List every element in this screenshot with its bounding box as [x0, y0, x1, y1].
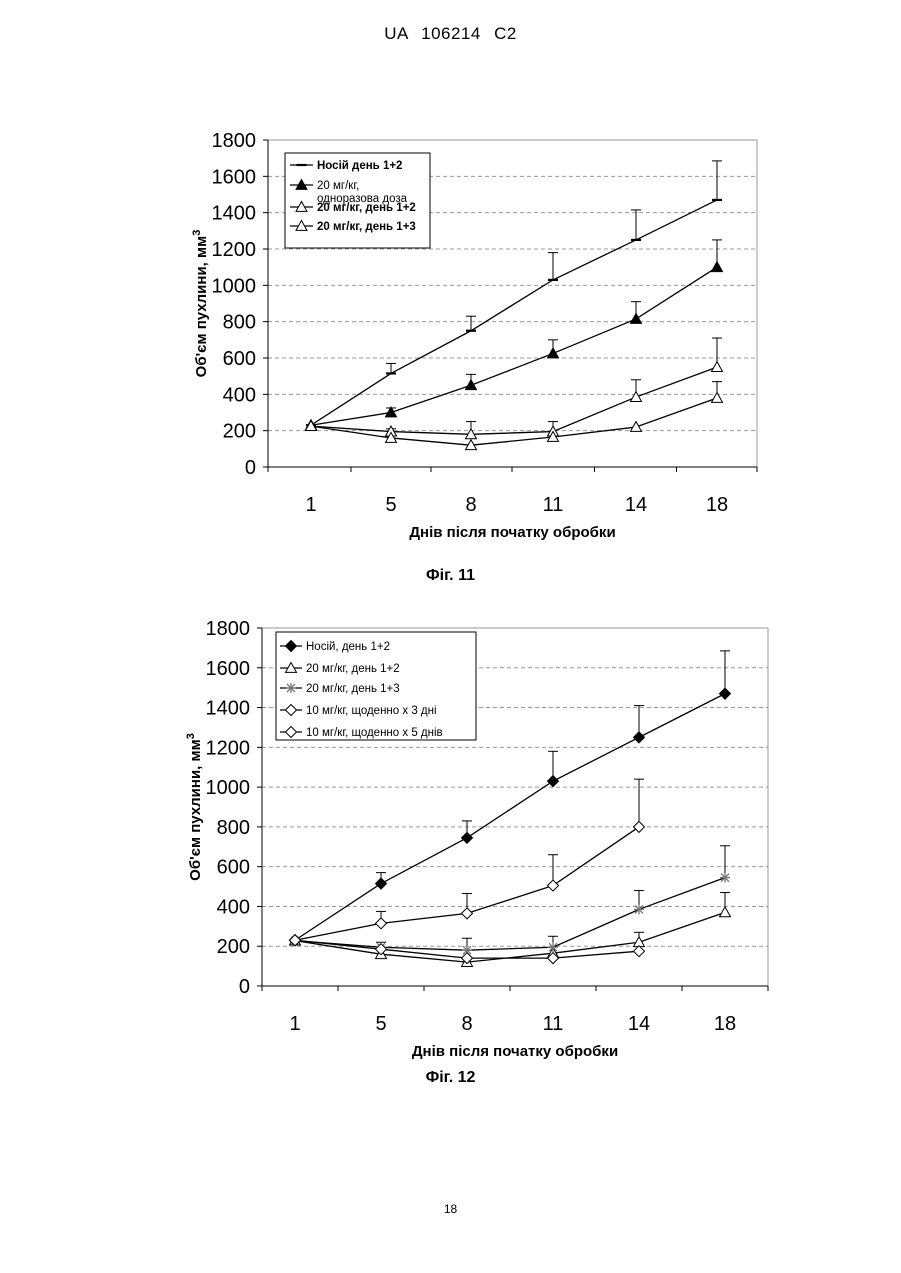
x-tick-label: 5 — [385, 494, 396, 516]
legend-label-line: 10 мг/кг, щоденно х 5 днів — [306, 727, 443, 739]
y-tick-label: 1400 — [212, 203, 257, 225]
y-tick-label: 200 — [217, 936, 250, 958]
y-tick-label: 400 — [223, 384, 256, 406]
y-tick-label: 1800 — [212, 130, 257, 152]
y-axis-label: Об'єм пухлини, мм3 — [191, 230, 210, 378]
y-tick-label: 1800 — [206, 618, 251, 640]
x-tick-label: 1 — [289, 1013, 300, 1035]
data-point — [548, 942, 558, 952]
figure-11-chart: 0 200 400 600 800 1000 1200 1400 1600 1800 1 5 8 11 14… — [0, 120, 901, 540]
legend-marker — [286, 683, 296, 693]
x-axis-label: Днів після початку обробки — [412, 1043, 618, 1060]
legend-label-0: Носій, день 1+2 — [306, 641, 390, 653]
y-tick-label: 800 — [217, 817, 250, 839]
legend-label-line: Носій, день 1+2 — [306, 641, 390, 653]
data-point — [634, 904, 644, 914]
x-tick-label: 14 — [628, 1013, 650, 1035]
page-number: 18 — [0, 1202, 901, 1216]
x-tick-label: 5 — [375, 1013, 386, 1035]
x-tick-label: 14 — [625, 494, 647, 516]
y-tick-label: 1000 — [212, 275, 257, 297]
legend-label-line: 20 мг/кг, — [317, 180, 359, 192]
legend-label-3: 10 мг/кг, щоденно х 3 дні — [306, 705, 437, 717]
x-tick-label: 18 — [714, 1013, 736, 1035]
y-axis-label-superscript: 3 — [191, 230, 203, 236]
legend-label-2: 20 мг/кг, день 1+2 — [317, 202, 416, 214]
y-tick-label: 1400 — [206, 698, 251, 720]
patent-kind: C2 — [494, 24, 517, 43]
x-tick-label: 1 — [305, 494, 316, 516]
legend-label-line: Носій день 1+2 — [317, 160, 402, 172]
patent-number: 106214 — [421, 24, 481, 43]
y-axis-label-text: Об'єм пухлини, мм — [187, 739, 204, 881]
document-header: UA 106214 C2 — [0, 24, 901, 44]
legend-label-2: 20 мг/кг, день 1+3 — [306, 683, 400, 695]
y-axis-label-text: Об'єм пухлини, мм — [193, 236, 210, 378]
x-tick-label: 11 — [543, 1013, 564, 1035]
x-tick-label: 8 — [465, 494, 476, 516]
patent-code: UA — [384, 24, 408, 43]
y-axis-label: Об'єм пухлини, мм3 — [185, 733, 204, 881]
y-tick-label: 600 — [223, 348, 256, 370]
legend-label-0: Носій день 1+2 — [317, 160, 402, 172]
legend-label-4: 10 мг/кг, щоденно х 5 днів — [306, 727, 443, 739]
figure-12-caption: Фіг. 12 — [0, 1069, 901, 1087]
x-tick-label: 11 — [543, 494, 564, 516]
x-axis-label: Днів після початку обробки — [409, 524, 615, 541]
legend-label-line: 20 мг/кг, день 1+3 — [306, 683, 400, 695]
y-tick-label: 1200 — [212, 239, 257, 261]
y-tick-label: 1600 — [206, 658, 251, 680]
y-tick-label: 1200 — [206, 737, 251, 759]
legend-label-line: 10 мг/кг, щоденно х 3 дні — [306, 705, 437, 717]
figure-12-chart: 0 200 400 600 800 1000 1200 1400 1600 1800 1 5 8 11 14… — [0, 608, 901, 1058]
y-axis-label-superscript: 3 — [185, 733, 197, 739]
y-tick-label: 0 — [239, 976, 250, 998]
figure-11-caption: Фіг. 11 — [0, 567, 901, 585]
y-tick-label: 800 — [223, 312, 256, 334]
data-point — [720, 873, 730, 883]
legend-label-1: 20 мг/кг, день 1+2 — [306, 663, 400, 675]
y-tick-label: 400 — [217, 896, 250, 918]
y-tick-label: 1600 — [212, 166, 257, 188]
legend-label-line: 20 мг/кг, день 1+3 — [317, 221, 416, 233]
x-tick-label: 8 — [461, 1013, 472, 1035]
y-tick-label: 0 — [245, 457, 256, 479]
y-tick-label: 600 — [217, 857, 250, 879]
y-tick-label: 200 — [223, 421, 256, 443]
legend-label-3: 20 мг/кг, день 1+3 — [317, 221, 416, 233]
y-tick-label: 1000 — [206, 777, 251, 799]
legend-label-line: 20 мг/кг, день 1+2 — [317, 202, 416, 214]
x-tick-label: 18 — [706, 494, 728, 516]
legend-label-line: 20 мг/кг, день 1+2 — [306, 663, 400, 675]
